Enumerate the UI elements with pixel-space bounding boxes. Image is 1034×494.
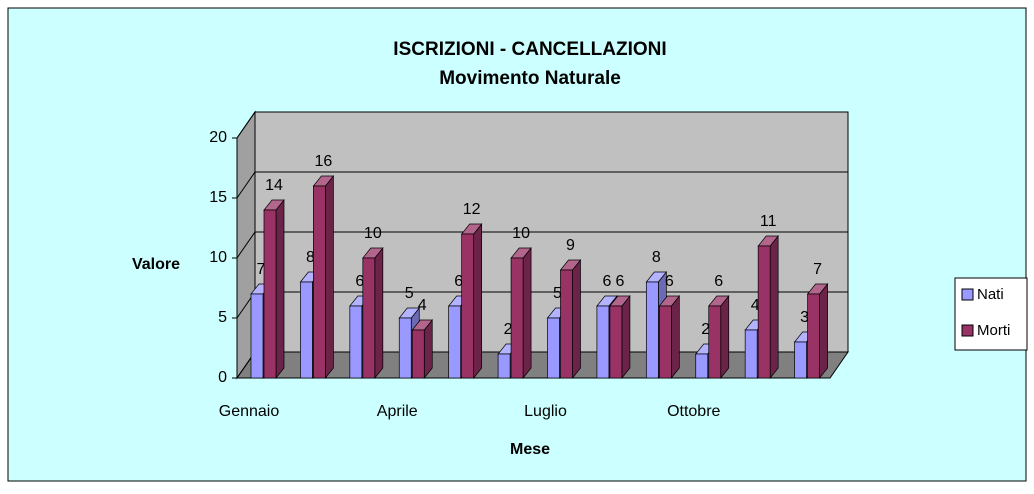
- bar-side: [374, 247, 384, 379]
- bar-front: [250, 293, 264, 379]
- data-label: 6: [602, 273, 611, 290]
- bar-front: [744, 329, 758, 379]
- bar-side: [275, 199, 285, 379]
- data-label: 5: [553, 285, 562, 302]
- bar-side: [522, 247, 532, 379]
- y-tick-label: 15: [209, 189, 227, 206]
- bar: [411, 319, 433, 379]
- bar: [609, 295, 631, 379]
- grid-line: [236, 171, 848, 199]
- bar-side: [769, 235, 779, 379]
- bar: [708, 295, 730, 379]
- bar-front: [645, 281, 659, 379]
- bar-front: [695, 353, 709, 379]
- legend-swatch: [961, 324, 974, 337]
- bar-front: [448, 305, 462, 379]
- data-label: 8: [306, 249, 315, 266]
- data-label: 2: [504, 321, 513, 338]
- data-label: 10: [512, 225, 530, 242]
- data-label: 6: [714, 273, 723, 290]
- data-label: 16: [315, 153, 333, 170]
- data-label: 4: [751, 297, 760, 314]
- data-label: 9: [566, 237, 575, 254]
- data-label: 4: [418, 297, 427, 314]
- y-tick-label: 0: [218, 369, 227, 386]
- legend-label: Nati: [977, 286, 1004, 303]
- bar-front: [794, 341, 807, 379]
- bar-side: [325, 175, 334, 379]
- bar: [806, 283, 829, 379]
- y-axis-title: Valore: [132, 256, 180, 273]
- bar: [362, 247, 384, 379]
- bar: [263, 199, 285, 379]
- chart-subtitle: Movimento Naturale: [439, 68, 621, 89]
- data-label: 6: [454, 273, 463, 290]
- data-label: 5: [405, 285, 414, 302]
- bar-front: [313, 185, 326, 379]
- data-label: 6: [615, 273, 624, 290]
- x-tick-label: Aprile: [377, 403, 418, 420]
- bar-front: [708, 305, 722, 379]
- legend-label: Morti: [977, 322, 1010, 339]
- bar: [460, 223, 483, 379]
- data-label: 8: [652, 249, 661, 266]
- bar: [559, 259, 582, 379]
- y-tick-label: 20: [209, 129, 227, 146]
- bar-front: [609, 305, 623, 379]
- data-label: 10: [364, 225, 382, 242]
- chart-title: ISCRIZIONI - CANCELLAZIONI: [393, 39, 666, 60]
- bar-front: [658, 305, 672, 379]
- data-label: 2: [701, 321, 710, 338]
- bar-side: [720, 295, 730, 379]
- grid-line: [236, 231, 848, 259]
- bar-front: [349, 305, 363, 379]
- x-tick-label: Gennaio: [219, 403, 280, 420]
- x-axis-title: Mese: [510, 441, 550, 458]
- data-label: 6: [355, 273, 364, 290]
- data-label: 7: [813, 261, 822, 278]
- y-tick-label: 10: [209, 249, 227, 266]
- bar-front: [547, 317, 560, 379]
- bar: [312, 175, 335, 379]
- data-label: 14: [265, 177, 283, 194]
- data-label: 11: [760, 213, 777, 230]
- bar-front: [510, 257, 524, 379]
- legend-swatch: [961, 288, 974, 301]
- x-tick-label: Luglio: [524, 403, 567, 420]
- bar-side: [572, 259, 581, 379]
- bar-side: [670, 295, 680, 379]
- data-label: 12: [463, 201, 481, 218]
- bar-side: [819, 283, 828, 379]
- bar-front: [398, 317, 412, 379]
- x-tick-label: Ottobre: [667, 403, 720, 420]
- y-tick-label: 5: [218, 309, 227, 326]
- bar-front: [807, 293, 820, 379]
- bar-front: [560, 269, 573, 379]
- bar-front: [461, 233, 475, 379]
- bar-front: [596, 305, 610, 379]
- bar-front: [757, 245, 771, 379]
- data-label: 6: [665, 273, 674, 290]
- bar-front: [411, 329, 425, 379]
- bar-side: [473, 223, 483, 379]
- grid-line: [236, 111, 848, 139]
- bar-front: [300, 281, 313, 379]
- bar: [658, 295, 681, 379]
- bar: [757, 235, 779, 379]
- bar-side: [621, 295, 631, 379]
- bar-front: [362, 257, 376, 379]
- data-label: 7: [257, 261, 266, 278]
- bar: [510, 247, 532, 379]
- bar-front: [497, 353, 511, 379]
- bar-front: [263, 209, 277, 379]
- data-label: 3: [800, 309, 809, 326]
